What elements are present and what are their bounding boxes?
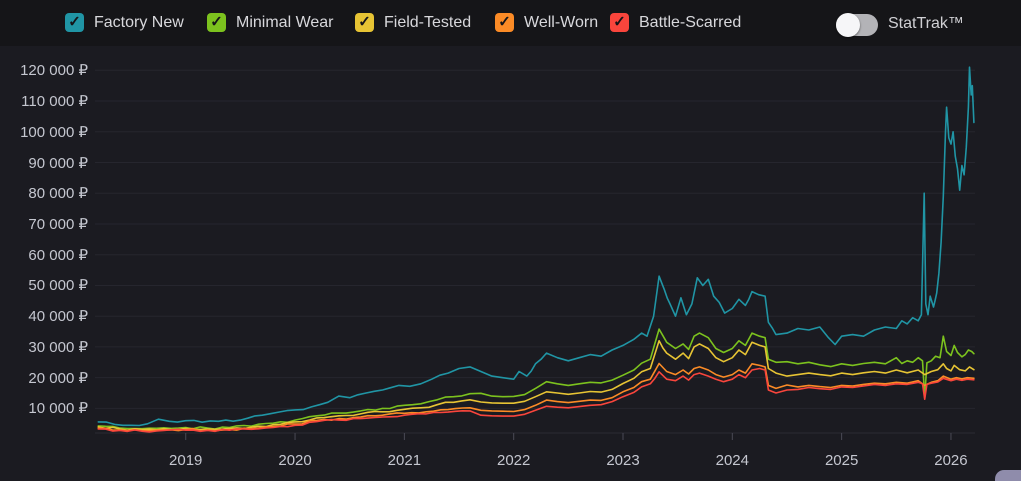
series-line-minimal-wear <box>97 328 975 430</box>
y-tick-label: 20 000 ₽ <box>28 369 88 387</box>
x-tick-label: 2022 <box>496 452 531 469</box>
checkbox-field-tested[interactable]: ✓ <box>355 13 374 32</box>
y-tick-label: 80 000 ₽ <box>28 185 88 203</box>
checkbox-battle-scarred[interactable]: ✓ <box>610 13 629 32</box>
x-tick-label: 2024 <box>715 452 749 469</box>
y-tick-label: 120 000 ₽ <box>20 62 88 80</box>
legend-item-field-tested[interactable]: ✓ Field-Tested <box>355 13 471 32</box>
checkbox-minimal-wear[interactable]: ✓ <box>207 13 226 32</box>
x-tick-label: 2021 <box>387 452 422 469</box>
series-line-factory-new <box>97 66 975 427</box>
legend-label-battle-scarred: Battle-Scarred <box>639 13 742 31</box>
legend-item-well-worn[interactable]: ✓ Well-Worn <box>495 13 598 32</box>
y-tick-label: 110 000 ₽ <box>21 93 88 111</box>
checkmark-icon: ✓ <box>210 13 223 31</box>
legend-item-minimal-wear[interactable]: ✓ Minimal Wear <box>207 13 334 32</box>
checkmark-icon: ✓ <box>498 13 511 31</box>
checkmark-icon: ✓ <box>68 13 81 31</box>
legend-label-field-tested: Field-Tested <box>384 13 472 31</box>
y-tick-label: 100 000 ₽ <box>20 123 88 141</box>
stattrak-toggle[interactable] <box>836 13 878 37</box>
checkbox-well-worn[interactable]: ✓ <box>495 13 514 32</box>
y-tick-label: 50 000 ₽ <box>28 277 88 295</box>
x-tick-label: 2026 <box>934 452 968 469</box>
y-tick-label: 30 000 ₽ <box>28 338 88 356</box>
legend-label-well-worn: Well-Worn <box>524 13 599 31</box>
x-tick-label: 2019 <box>169 452 203 469</box>
x-tick-label: 2023 <box>606 452 640 469</box>
legend-label-factory-new: Factory New <box>94 13 184 31</box>
y-tick-label: 60 000 ₽ <box>28 246 88 264</box>
checkbox-factory-new[interactable]: ✓ <box>65 13 84 32</box>
x-tick-label: 2020 <box>278 452 312 469</box>
checkmark-icon: ✓ <box>358 13 371 31</box>
checkmark-icon: ✓ <box>613 13 626 31</box>
stattrak-toggle-knob <box>836 13 860 37</box>
corner-accent-button[interactable] <box>995 470 1021 481</box>
legend-item-factory-new[interactable]: ✓ Factory New <box>65 13 184 32</box>
y-tick-label: 40 000 ₽ <box>28 308 88 326</box>
x-tick-label: 2025 <box>824 452 859 469</box>
stattrak-label: StatTrak™ <box>888 15 964 32</box>
y-tick-label: 90 000 ₽ <box>28 154 88 172</box>
y-tick-label: 70 000 ₽ <box>28 215 88 233</box>
y-tick-label: 10 000 ₽ <box>28 400 88 418</box>
series-line-field-tested <box>97 340 975 431</box>
wear-legend: ✓ Factory New ✓ Minimal Wear ✓ Field-Tested ✓ W… <box>0 0 1021 46</box>
series-line-battle-scarred <box>97 367 975 433</box>
legend-item-battle-scarred[interactable]: ✓ Battle-Scarred <box>610 13 741 32</box>
legend-label-minimal-wear: Minimal Wear <box>236 13 334 31</box>
